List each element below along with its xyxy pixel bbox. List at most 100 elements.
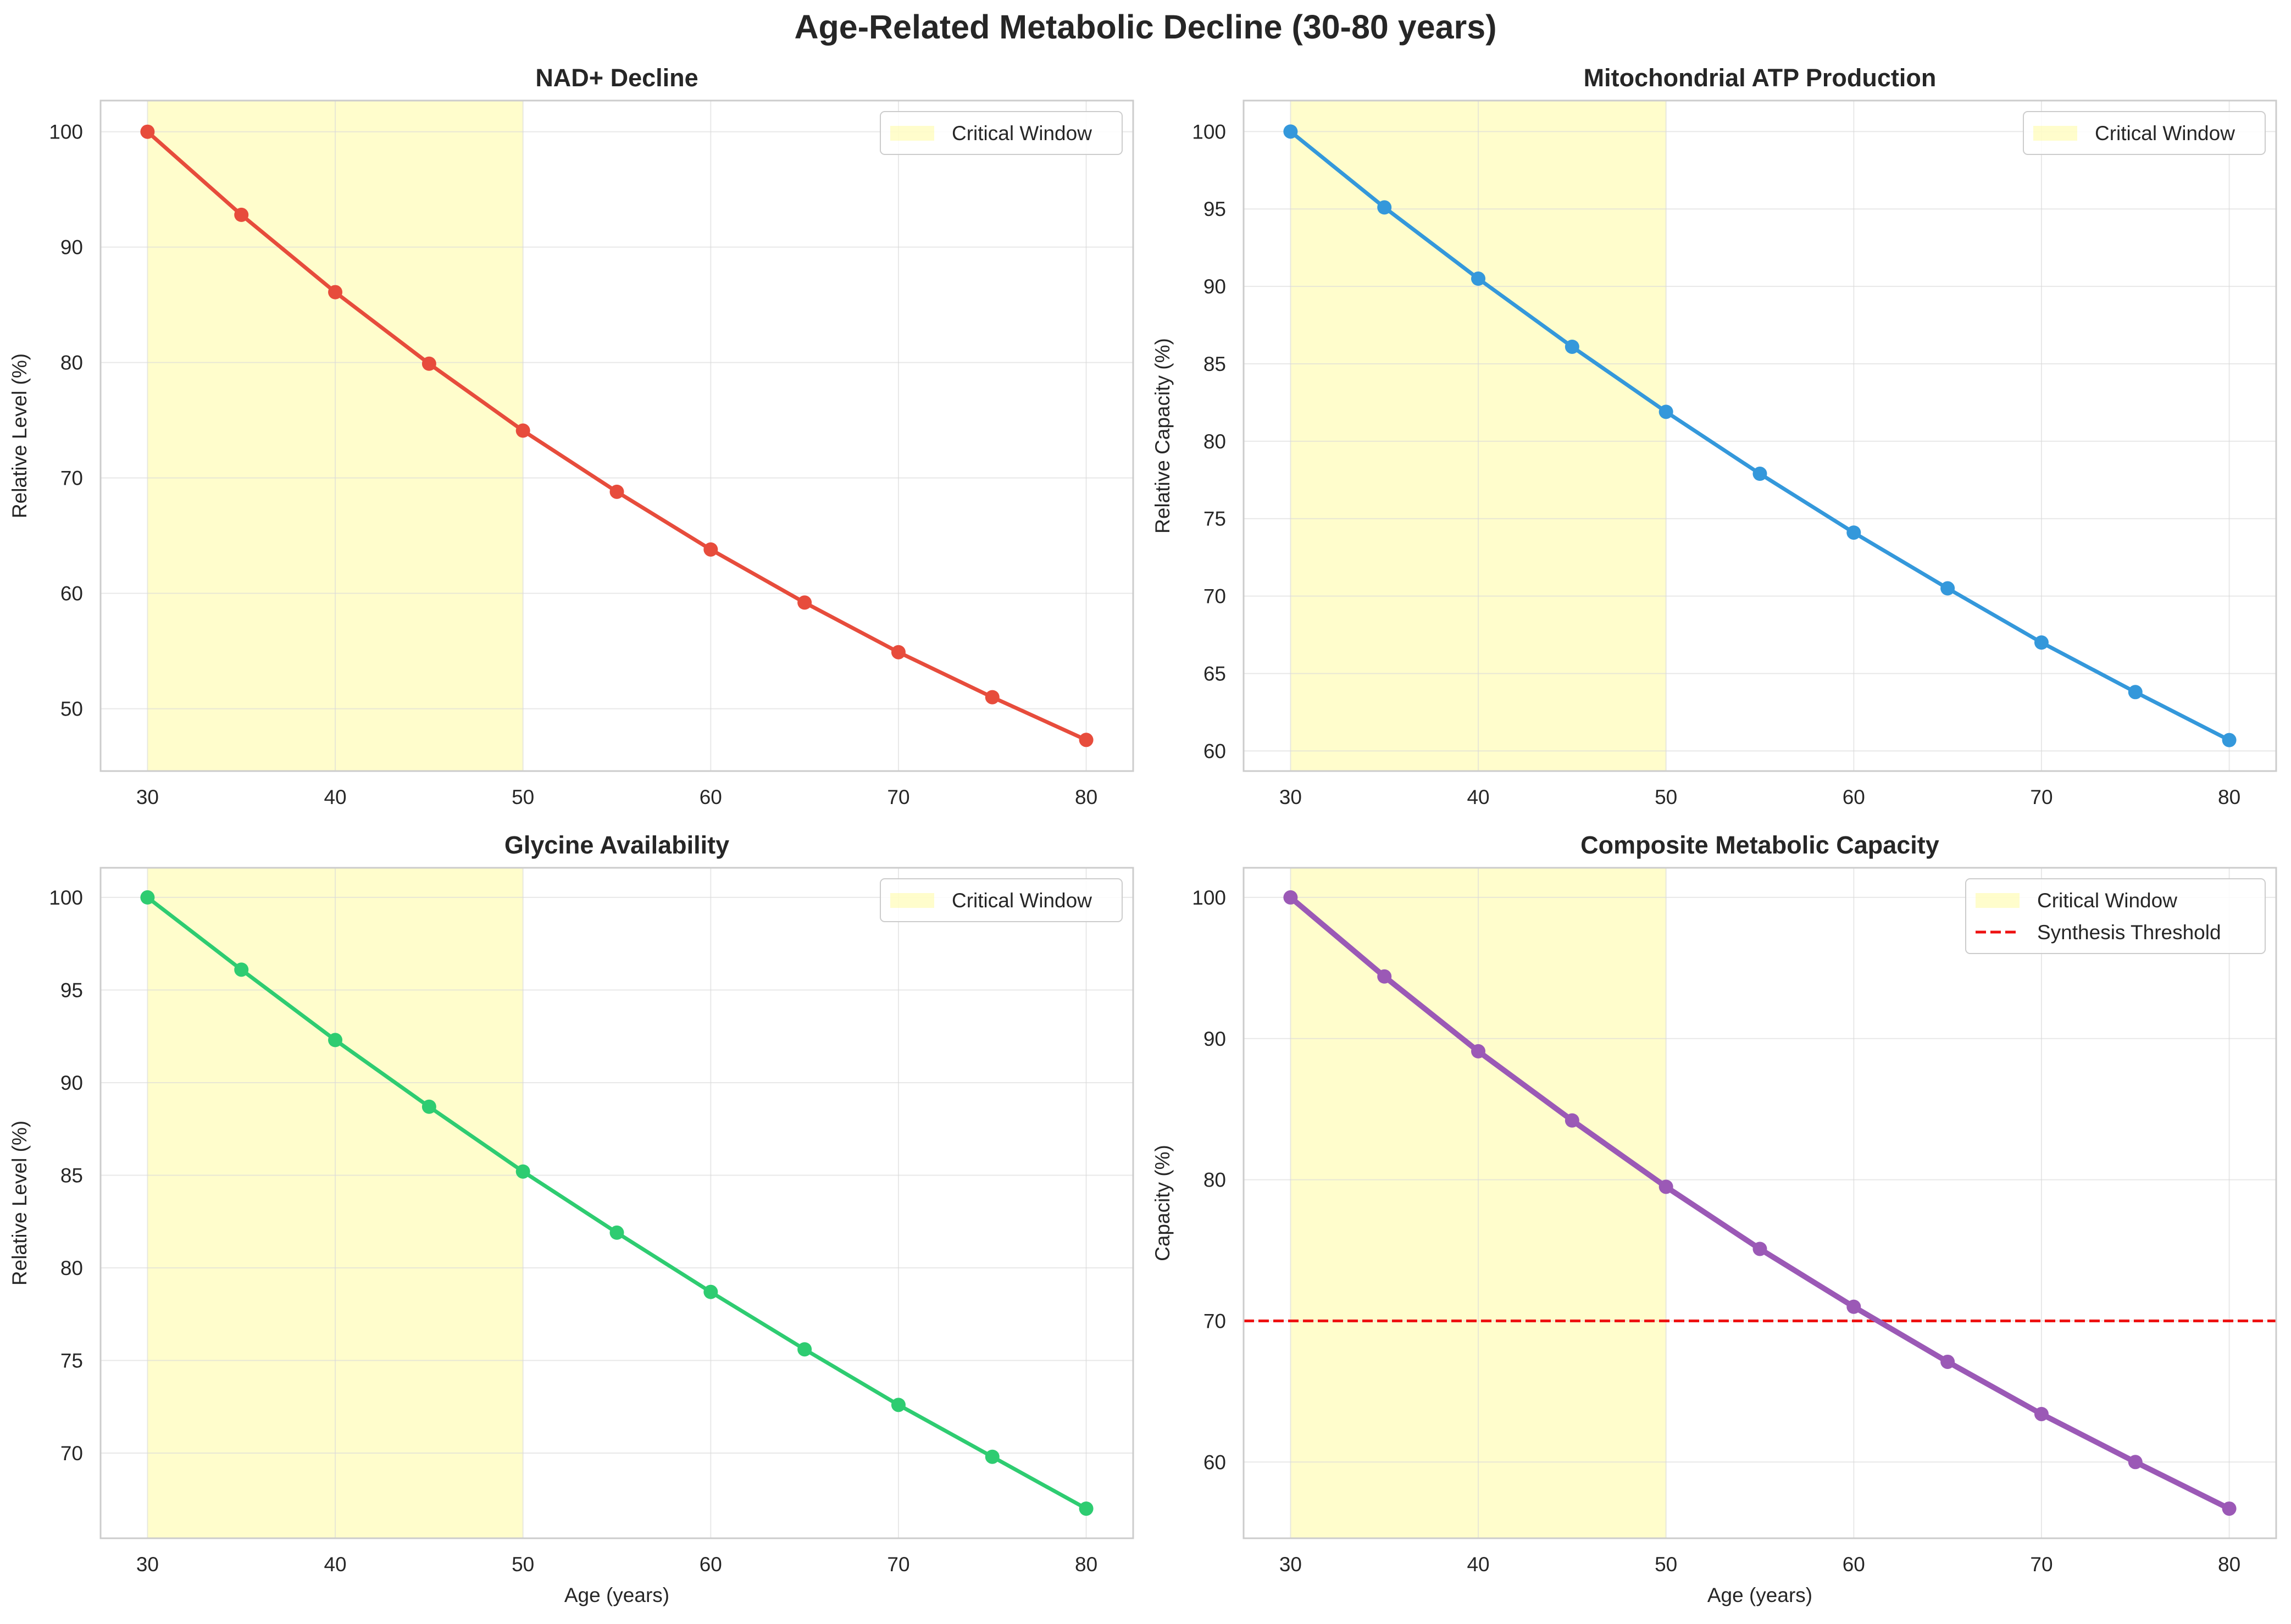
x-tick-label: 40 — [324, 786, 346, 808]
legend-swatch-span — [1976, 893, 2020, 908]
data-point — [2034, 635, 2049, 650]
x-axis-label: Age (years) — [1707, 1584, 1812, 1606]
x-tick-label: 80 — [1075, 786, 1097, 808]
data-point — [985, 1449, 1000, 1464]
data-point — [2128, 685, 2143, 700]
x-tick-label: 70 — [2030, 786, 2053, 808]
x-tick-label: 50 — [512, 1553, 534, 1576]
y-tick-label: 70 — [60, 467, 83, 490]
y-tick-label: 90 — [60, 236, 83, 259]
data-point — [1752, 467, 1767, 481]
data-point — [797, 1342, 812, 1357]
data-point — [1565, 1113, 1579, 1128]
data-point — [234, 962, 249, 977]
plot-frame — [99, 99, 1134, 772]
y-tick-label: 90 — [60, 1072, 83, 1094]
x-tick-label: 40 — [1467, 786, 1489, 808]
x-tick-label: 30 — [1279, 786, 1302, 808]
data-point — [328, 285, 343, 300]
subplot-2: 30 40 50 60 70 80 60 65 70 75 80 85 90 95 100 Mitochond… — [1151, 64, 2277, 808]
data-point — [1940, 581, 1955, 596]
y-tick-label: 100 — [1192, 886, 1226, 909]
y-tick-label: 90 — [1203, 275, 1226, 298]
x-tick-label: 50 — [1655, 786, 1677, 808]
legend-swatch-span — [890, 893, 934, 908]
x-tick-label: 60 — [1843, 786, 1865, 808]
legend-label: Critical Window — [2037, 889, 2177, 912]
data-point — [140, 124, 155, 139]
x-tick-label: 30 — [136, 786, 159, 808]
x-tick-label: 80 — [1075, 1553, 1097, 1576]
legend-box — [2023, 111, 2266, 155]
data-point — [1471, 271, 1486, 286]
legend-swatch-span — [2033, 126, 2077, 141]
plot-frame — [99, 867, 1134, 1539]
legend-label: Critical Window — [2095, 122, 2235, 145]
plot-frame — [1242, 99, 2277, 772]
data-point — [1283, 124, 1298, 139]
data-point — [1079, 1501, 1094, 1516]
y-tick-label: 80 — [60, 1257, 83, 1279]
legend-swatch-span — [890, 126, 934, 141]
plot-area — [101, 868, 1133, 1538]
data-point — [234, 207, 249, 222]
subplot-title: Composite Metabolic Capacity — [1580, 831, 1939, 859]
legend-label: Critical Window — [952, 889, 1092, 912]
plot-area — [1244, 101, 2276, 771]
x-axis-label: Age (years) — [564, 1584, 669, 1606]
subplot-title: Mitochondrial ATP Production — [1584, 64, 1937, 92]
y-tick-label: 60 — [1203, 1451, 1226, 1473]
y-tick-label: 50 — [60, 698, 83, 720]
y-tick-label: 80 — [60, 352, 83, 374]
subplot-3: 30 40 50 60 70 80 70 75 80 85 90 95 100 Glycine Avail… — [8, 831, 1134, 1606]
data-point — [2128, 1455, 2143, 1470]
y-tick-label: 60 — [1203, 740, 1226, 762]
plot-area — [101, 101, 1133, 771]
legend-label: Critical Window — [952, 122, 1092, 145]
data-point — [1377, 200, 1392, 215]
legend-box — [880, 878, 1123, 922]
data-point — [515, 1164, 530, 1179]
plot-area — [1244, 868, 2276, 1538]
data-point — [1565, 339, 1579, 354]
data-point — [1471, 1044, 1486, 1058]
data-point — [891, 1398, 906, 1412]
x-tick-label: 30 — [1279, 1553, 1302, 1576]
y-tick-label: 95 — [1203, 198, 1226, 220]
data-point — [328, 1033, 343, 1047]
x-tick-label: 80 — [2218, 786, 2240, 808]
y-tick-label: 100 — [1192, 120, 1226, 143]
y-tick-label: 65 — [1203, 662, 1226, 685]
data-point — [985, 690, 1000, 705]
figure-title: Age-Related Metabolic Decline (30-80 yea… — [794, 8, 1497, 46]
y-axis-label: Relative Level (%) — [8, 1121, 31, 1285]
y-tick-label: 75 — [1203, 508, 1226, 530]
data-point — [140, 890, 155, 905]
x-tick-label: 40 — [1467, 1553, 1489, 1576]
subplot-title: NAD+ Decline — [535, 64, 698, 92]
x-tick-label: 60 — [700, 786, 722, 808]
data-point — [1377, 969, 1392, 984]
data-point — [2222, 1501, 2237, 1516]
x-tick-label: 40 — [324, 1553, 346, 1576]
y-tick-label: 100 — [49, 121, 83, 143]
data-point — [1846, 1299, 1861, 1314]
plot-frame — [1242, 867, 2277, 1539]
subplot-4: 30 40 50 60 70 80 60 70 80 90 100 Composite Metabol… — [1151, 831, 2277, 1606]
y-axis-label: Capacity (%) — [1151, 1145, 1174, 1261]
data-point — [421, 1099, 436, 1114]
x-tick-label: 50 — [512, 786, 534, 808]
y-tick-label: 85 — [1203, 353, 1226, 375]
legend: Critical Window — [880, 111, 1123, 155]
data-point — [1079, 733, 1094, 747]
legend-box — [880, 111, 1123, 155]
y-tick-label: 80 — [1203, 430, 1226, 453]
legend-box — [1965, 878, 2266, 954]
x-tick-label: 80 — [2218, 1553, 2240, 1576]
data-point — [1940, 1354, 1955, 1369]
y-tick-label: 75 — [60, 1349, 83, 1372]
y-tick-label: 70 — [1203, 585, 1226, 608]
data-point — [703, 542, 718, 557]
